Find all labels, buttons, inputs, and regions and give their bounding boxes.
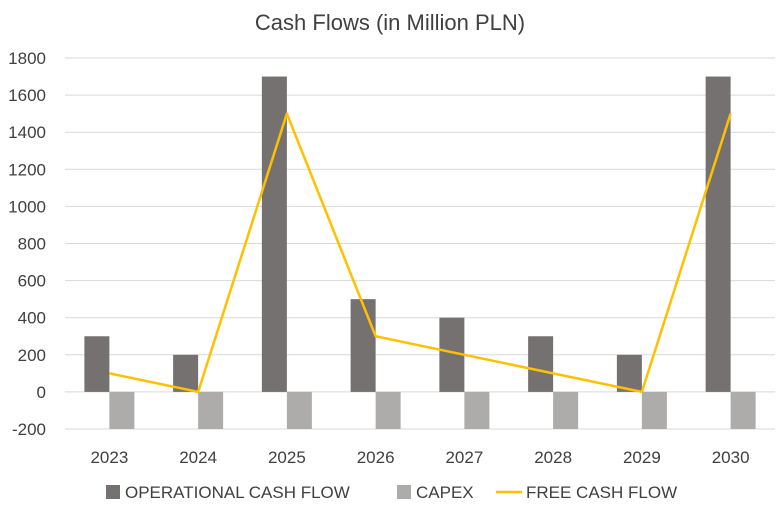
y-axis-tick-labels: -200 0 200 400 600 800 1000 1200 1400 1600 1800 [8,49,46,439]
y-tick-label: 800 [18,235,46,254]
bars [84,76,756,429]
free-cash-flow-line-layer [109,112,732,394]
y-tick-label: 1800 [8,49,46,68]
x-axis-tick-labels: 2023 2024 2025 2026 2027 2028 2029 2030 [90,448,749,467]
legend-item: FREE CASH FLOW [496,483,677,502]
legend-label: FREE CASH FLOW [526,483,677,502]
capex-bar [375,391,401,429]
legend-item: OPERATIONAL CASH FLOW [106,483,350,502]
free-cash-flow-line [109,112,732,394]
y-tick-label: 200 [18,346,46,365]
legend-label: CAPEX [416,483,474,502]
legend-label: OPERATIONAL CASH FLOW [125,483,350,502]
x-tick-label: 2025 [268,448,306,467]
x-tick-label: 2028 [534,448,572,467]
x-tick-label: 2029 [623,448,661,467]
capex-bar [286,391,312,429]
y-tick-label: 1400 [8,123,46,142]
y-tick-label: 1600 [8,86,46,105]
legend: OPERATIONAL CASH FLOW CAPEX FREE CASH FLOW [106,483,677,502]
legend-swatch [106,485,120,499]
operational-cash-flow-bar [173,354,199,392]
legend-item: CAPEX [397,483,474,502]
capex-bar [641,391,667,429]
capex-bar [464,391,490,429]
operational-cash-flow-bar [528,336,554,392]
capex-bar [553,391,579,429]
gridlines [65,57,775,430]
y-tick-label: 0 [37,383,46,402]
y-tick-label: 1000 [8,197,46,216]
x-tick-label: 2024 [179,448,217,467]
operational-cash-flow-bar [616,354,642,392]
chart-title: Cash Flows (in Million PLN) [255,10,525,35]
capex-bar [730,391,756,429]
operational-cash-flow-bar [84,336,110,392]
capex-bar [198,391,224,429]
x-tick-label: 2026 [357,448,395,467]
x-tick-label: 2023 [90,448,128,467]
x-tick-label: 2030 [712,448,750,467]
y-tick-label: 1200 [8,160,46,179]
operational-cash-flow-bar [350,299,376,392]
y-tick-label: 600 [18,272,46,291]
legend-swatch [397,485,411,499]
y-tick-label: -200 [12,420,46,439]
x-tick-label: 2027 [445,448,483,467]
capex-bar [109,391,135,429]
y-tick-label: 400 [18,309,46,328]
